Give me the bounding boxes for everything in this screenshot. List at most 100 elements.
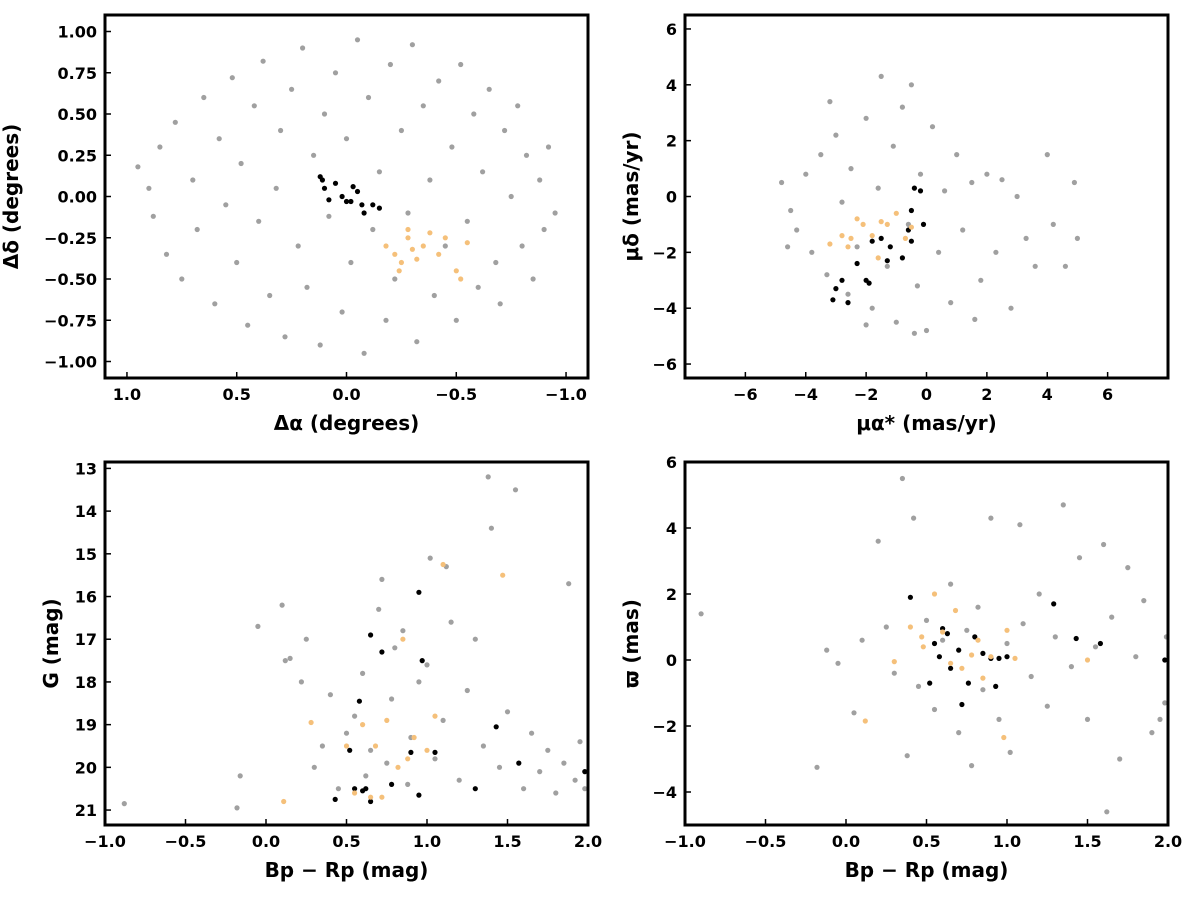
data-point	[893, 319, 899, 325]
data-point	[384, 760, 390, 766]
data-point	[582, 769, 588, 775]
data-point	[398, 259, 404, 266]
sky-position-panel: 1.0 0.5 0.0 −0.5 −1.0 −1.00 −0.75 −0.50 −0.25 0.0…	[0, 13, 590, 435]
data-point	[869, 305, 875, 311]
plot-frame	[103, 460, 590, 827]
data-point	[398, 127, 404, 134]
data-point	[405, 756, 411, 762]
data-point	[969, 763, 975, 769]
data-point	[993, 249, 999, 255]
data-point	[298, 679, 304, 685]
data-point	[400, 628, 406, 634]
data-point	[267, 292, 273, 299]
data-point	[370, 202, 376, 208]
data-point	[146, 185, 152, 191]
data-point	[851, 710, 857, 716]
data-point	[893, 210, 899, 216]
data-point	[839, 199, 845, 205]
data-point	[427, 177, 433, 183]
data-point	[493, 724, 499, 730]
data-point	[1101, 541, 1107, 548]
data-point	[972, 634, 978, 640]
data-point	[472, 636, 478, 642]
data-point	[907, 594, 914, 600]
data-point	[964, 627, 970, 633]
data-point	[256, 218, 262, 224]
y-tick-label: −1.00	[44, 353, 97, 372]
data-point	[878, 235, 884, 241]
x-tick-label: −1.0	[545, 385, 587, 404]
data-point	[1092, 644, 1099, 650]
data-point	[919, 634, 925, 640]
x-tick-label: 1.5	[493, 832, 521, 851]
data-point	[1004, 640, 1010, 647]
data-point	[948, 665, 954, 671]
data-point	[409, 246, 415, 252]
data-point	[448, 619, 454, 625]
data-point	[848, 166, 854, 172]
data-point	[387, 61, 393, 68]
data-point	[965, 680, 972, 686]
data-point	[420, 103, 426, 109]
data-point	[920, 221, 927, 227]
data-point	[456, 777, 462, 783]
data-point	[1012, 655, 1018, 662]
x-axis-label: Δα (degrees)	[274, 411, 420, 435]
data-point	[1097, 640, 1103, 647]
data-point	[1032, 263, 1038, 269]
data-point	[343, 743, 350, 749]
data-point	[289, 86, 295, 92]
y-tick-label: −0.25	[44, 229, 97, 248]
data-point	[339, 193, 345, 200]
data-point	[304, 284, 310, 290]
x-tick-label: 0.0	[832, 832, 860, 851]
data-point	[339, 309, 345, 315]
data-point	[317, 342, 323, 348]
y-tick-label: −4	[652, 783, 677, 802]
data-point	[911, 515, 917, 521]
data-point	[927, 680, 933, 686]
data-point	[424, 662, 430, 668]
data-point	[436, 251, 442, 257]
data-point	[952, 607, 959, 614]
y-tick-label: 19	[75, 716, 97, 735]
data-point	[332, 796, 338, 803]
data-point	[516, 760, 522, 766]
data-point	[899, 255, 906, 261]
data-point	[416, 792, 422, 798]
data-point	[493, 259, 499, 266]
x-tick-label: −2	[854, 385, 879, 404]
data-point	[237, 773, 243, 779]
data-point	[442, 243, 448, 249]
data-point	[255, 623, 261, 630]
data-point	[1017, 522, 1023, 528]
data-point	[779, 179, 785, 186]
data-point	[1084, 657, 1091, 663]
data-point	[308, 719, 314, 726]
data-point	[512, 487, 519, 493]
data-point	[854, 260, 860, 267]
x-tick-label: 0.5	[223, 385, 251, 404]
x-axis-label: Bp − Rp (mag)	[845, 858, 1009, 882]
data-point	[416, 589, 422, 595]
x-tick-label: −6	[733, 385, 758, 404]
data-point	[931, 706, 938, 713]
data-point	[931, 591, 938, 597]
x-tick-label: −0.5	[435, 385, 477, 404]
data-point	[419, 658, 425, 664]
data-point	[845, 300, 851, 306]
y-tick-label: 2	[666, 585, 677, 604]
data-point	[376, 169, 382, 175]
data-point	[845, 244, 851, 250]
data-point	[432, 756, 438, 762]
data-point	[830, 297, 836, 303]
data-point	[904, 753, 910, 759]
data-point	[383, 243, 389, 249]
plot-frame	[683, 13, 1170, 380]
data-point	[980, 675, 986, 681]
data-point	[321, 185, 328, 191]
data-point	[295, 243, 301, 249]
x-tick-label: 2	[981, 385, 992, 404]
data-point	[785, 244, 791, 250]
data-point	[959, 701, 965, 708]
